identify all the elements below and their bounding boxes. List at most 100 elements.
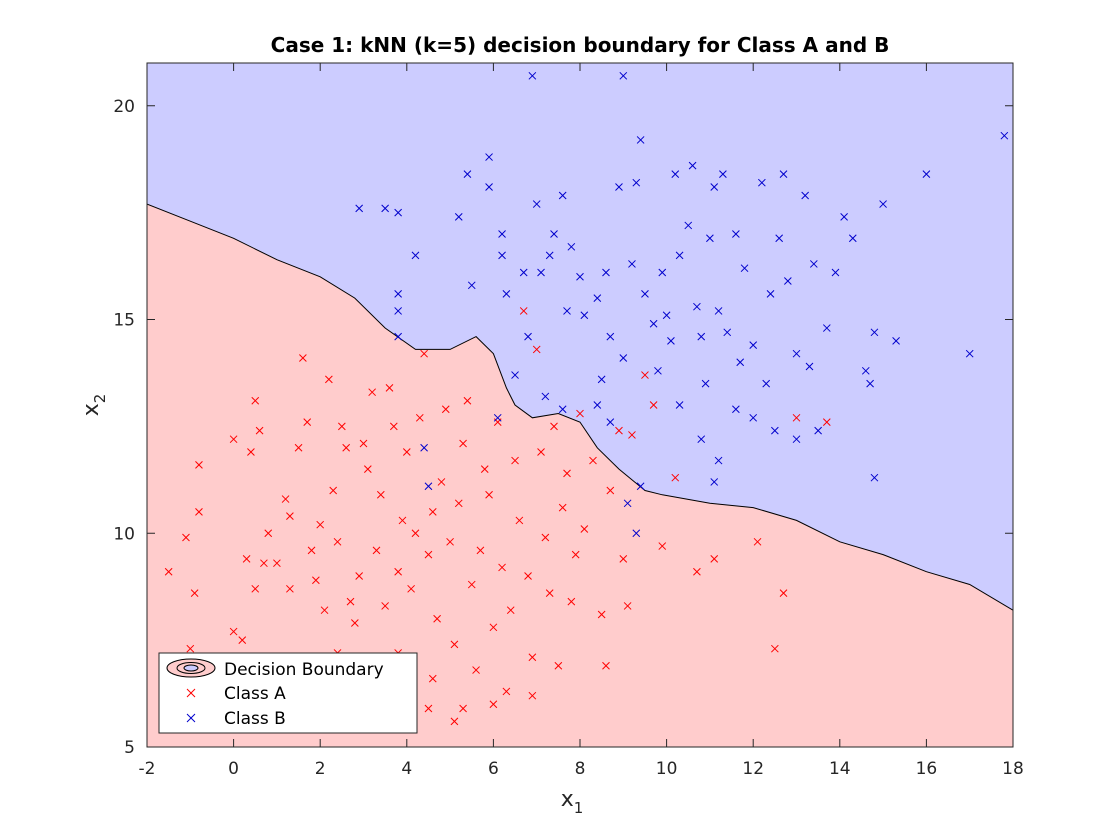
class-a-point — [428, 674, 437, 683]
class-b-point — [394, 307, 402, 315]
class-a-point — [472, 666, 480, 674]
x-tick-label: 2 — [315, 759, 326, 779]
class-a-point — [619, 555, 628, 563]
class-b-point — [636, 136, 645, 144]
class-b-point — [632, 529, 641, 538]
class-a-point — [195, 460, 203, 469]
class-b-point — [688, 161, 697, 170]
class-b-point — [697, 332, 706, 341]
y-tick-label: 15 — [113, 311, 135, 331]
class-b-point — [632, 178, 641, 187]
class-b-point — [394, 289, 402, 298]
class-b-point — [558, 191, 567, 200]
class-b-point — [649, 319, 658, 328]
class-a-point — [415, 413, 424, 422]
class-a-point — [437, 478, 446, 486]
class-a-point — [350, 619, 359, 627]
class-a-point — [238, 636, 247, 644]
class-b-point — [792, 349, 801, 358]
class-a-point — [459, 704, 467, 713]
class-b-point — [740, 264, 749, 273]
class-a-point — [822, 418, 831, 426]
class-a-point — [195, 508, 203, 516]
class-b-point — [710, 183, 719, 191]
class-b-point — [654, 366, 662, 375]
class-b-point — [498, 251, 506, 260]
class-b-point — [671, 170, 680, 179]
class-a-point — [398, 516, 407, 525]
class-b-point — [675, 251, 684, 260]
class-a-point — [190, 589, 199, 597]
class-a-point — [273, 559, 281, 568]
class-b-point — [766, 289, 775, 298]
class-b-point — [697, 435, 706, 444]
class-a-point — [550, 422, 558, 431]
class-a-point — [480, 465, 489, 473]
class-b-point — [710, 478, 719, 486]
class-b-point — [809, 260, 818, 268]
class-b-point — [467, 281, 476, 290]
class-b-point — [394, 208, 402, 217]
class-b-point — [628, 260, 636, 268]
class-b-point — [814, 426, 823, 435]
class-b-point — [563, 307, 571, 315]
class-b-point — [801, 191, 810, 200]
class-b-point — [706, 234, 714, 243]
class-a-point — [779, 589, 788, 597]
class-a-point — [710, 555, 719, 563]
class-a-point — [359, 439, 368, 448]
class-a-point — [770, 644, 779, 653]
class-a-point — [502, 687, 511, 696]
class-b-point — [758, 178, 766, 187]
class-b-point — [558, 405, 567, 414]
class-a-point — [489, 700, 498, 709]
x-tick-label: -2 — [139, 759, 156, 779]
class-b-point — [822, 324, 831, 332]
class-a-point — [229, 627, 238, 636]
class-a-point — [299, 354, 307, 362]
class-a-point — [459, 439, 467, 448]
class-b-point — [636, 482, 645, 491]
class-a-point — [589, 456, 597, 465]
class-a-point — [693, 567, 701, 576]
class-b-point — [641, 289, 649, 298]
class-b-point — [545, 251, 554, 260]
class-a-point — [537, 448, 545, 456]
class-b-point — [463, 170, 472, 179]
class-b-point — [762, 379, 771, 388]
class-a-point — [355, 572, 364, 580]
class-a-point — [368, 388, 377, 397]
class-b-point — [848, 234, 857, 243]
class-a-point — [251, 584, 260, 593]
class-a-point — [316, 520, 325, 529]
class-b-point — [693, 302, 701, 311]
class-a-legend-marker — [186, 688, 196, 698]
class-b-point — [485, 153, 493, 161]
class-a-point — [567, 597, 576, 606]
class-b-point — [355, 204, 364, 213]
legend-label-class-a: Class A — [224, 684, 286, 704]
class-b-point — [792, 435, 801, 444]
x-tick-label: 6 — [488, 759, 499, 779]
class-a-point — [251, 396, 260, 405]
class-a-point — [541, 533, 550, 542]
class-a-point — [346, 597, 355, 606]
x-axis-label: x1 — [561, 787, 584, 817]
class-a-point — [242, 555, 251, 563]
class-a-point — [446, 537, 454, 546]
class-b-point — [619, 71, 628, 80]
class-b-point — [593, 294, 602, 302]
class-a-point — [606, 486, 615, 495]
class-b-point — [783, 277, 792, 285]
class-a-point — [411, 529, 420, 538]
class-b-point — [454, 213, 463, 221]
class-a-point — [649, 401, 658, 409]
class-b-point — [498, 230, 506, 238]
class-b-point — [580, 311, 589, 320]
chart-title: Case 1: kNN (k=5) decision boundary for … — [271, 33, 890, 57]
class-a-point — [528, 691, 537, 700]
class-a-point — [424, 550, 433, 559]
class-a-point — [515, 516, 524, 525]
class-a-point — [671, 473, 680, 482]
